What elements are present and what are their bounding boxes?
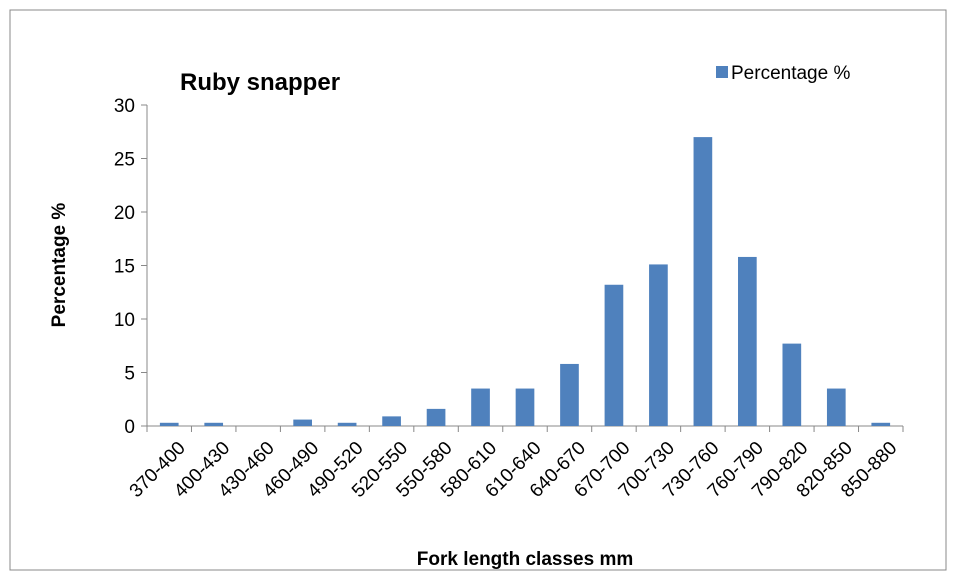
- y-tick-label: 0: [124, 417, 135, 438]
- y-axis-label: Percentage %: [49, 203, 70, 328]
- bar: [204, 422, 224, 426]
- y-tick-label: 20: [114, 203, 135, 224]
- y-tick-label: 25: [114, 150, 135, 171]
- x-axis-label: Fork length classes mm: [417, 549, 633, 570]
- bar: [471, 388, 490, 426]
- y-tick-label: 5: [124, 364, 135, 385]
- legend-swatch: [716, 66, 728, 78]
- bar: [782, 343, 802, 426]
- bar: [649, 264, 668, 426]
- bar: [515, 388, 535, 426]
- y-tick-label: 10: [114, 310, 135, 331]
- bar: [826, 388, 846, 426]
- y-tick-label: 30: [114, 96, 135, 117]
- bar: [738, 256, 757, 426]
- bar: [560, 363, 579, 426]
- y-tick-label: 15: [114, 257, 135, 278]
- bar: [426, 408, 446, 426]
- legend-label: Percentage %: [731, 63, 850, 84]
- bar: [159, 422, 179, 426]
- bar: [604, 284, 624, 426]
- chart-border: [9, 9, 947, 571]
- bar: [693, 137, 713, 426]
- chart-title: Ruby snapper: [180, 69, 340, 96]
- bar: [337, 422, 357, 426]
- bar: [871, 422, 891, 426]
- bar: [293, 419, 312, 426]
- bar: [382, 416, 401, 426]
